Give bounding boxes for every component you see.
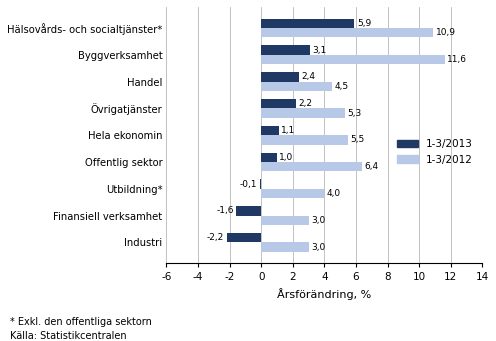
Text: 1,0: 1,0: [279, 153, 294, 162]
Text: 3,0: 3,0: [311, 216, 325, 225]
Bar: [261, 28, 434, 38]
Text: 4,0: 4,0: [327, 189, 341, 198]
Text: 5,5: 5,5: [351, 135, 365, 144]
Bar: [261, 55, 444, 64]
Bar: [261, 162, 363, 172]
Text: Källa: Statistikcentralen: Källa: Statistikcentralen: [10, 331, 126, 341]
Bar: [261, 126, 279, 135]
Text: 10,9: 10,9: [436, 28, 456, 37]
Text: 11,6: 11,6: [447, 55, 467, 64]
Text: 3,0: 3,0: [311, 242, 325, 252]
Legend: 1-3/2013, 1-3/2012: 1-3/2013, 1-3/2012: [393, 135, 477, 169]
Bar: [261, 242, 309, 252]
Text: 2,4: 2,4: [302, 72, 315, 81]
Bar: [227, 233, 261, 242]
Text: * Exkl. den offentliga sektorn: * Exkl. den offentliga sektorn: [10, 317, 152, 327]
Text: 2,2: 2,2: [299, 99, 312, 108]
Bar: [261, 189, 324, 198]
Bar: [261, 135, 348, 145]
Bar: [261, 45, 310, 55]
X-axis label: Årsförändring, %: Årsförändring, %: [277, 288, 372, 300]
Bar: [261, 81, 332, 91]
Bar: [261, 153, 277, 162]
Bar: [261, 99, 296, 108]
Bar: [261, 19, 355, 28]
Bar: [260, 179, 261, 189]
Text: 5,3: 5,3: [347, 108, 362, 118]
Text: -0,1: -0,1: [240, 180, 257, 189]
Text: 5,9: 5,9: [357, 19, 371, 28]
Text: 4,5: 4,5: [335, 82, 349, 91]
Text: 6,4: 6,4: [365, 162, 379, 171]
Text: -2,2: -2,2: [207, 233, 224, 242]
Bar: [261, 72, 299, 81]
Text: 1,1: 1,1: [281, 126, 295, 135]
Bar: [236, 206, 261, 216]
Text: -1,6: -1,6: [216, 206, 234, 216]
Bar: [261, 216, 309, 225]
Bar: [261, 108, 345, 118]
Text: 3,1: 3,1: [312, 46, 327, 55]
